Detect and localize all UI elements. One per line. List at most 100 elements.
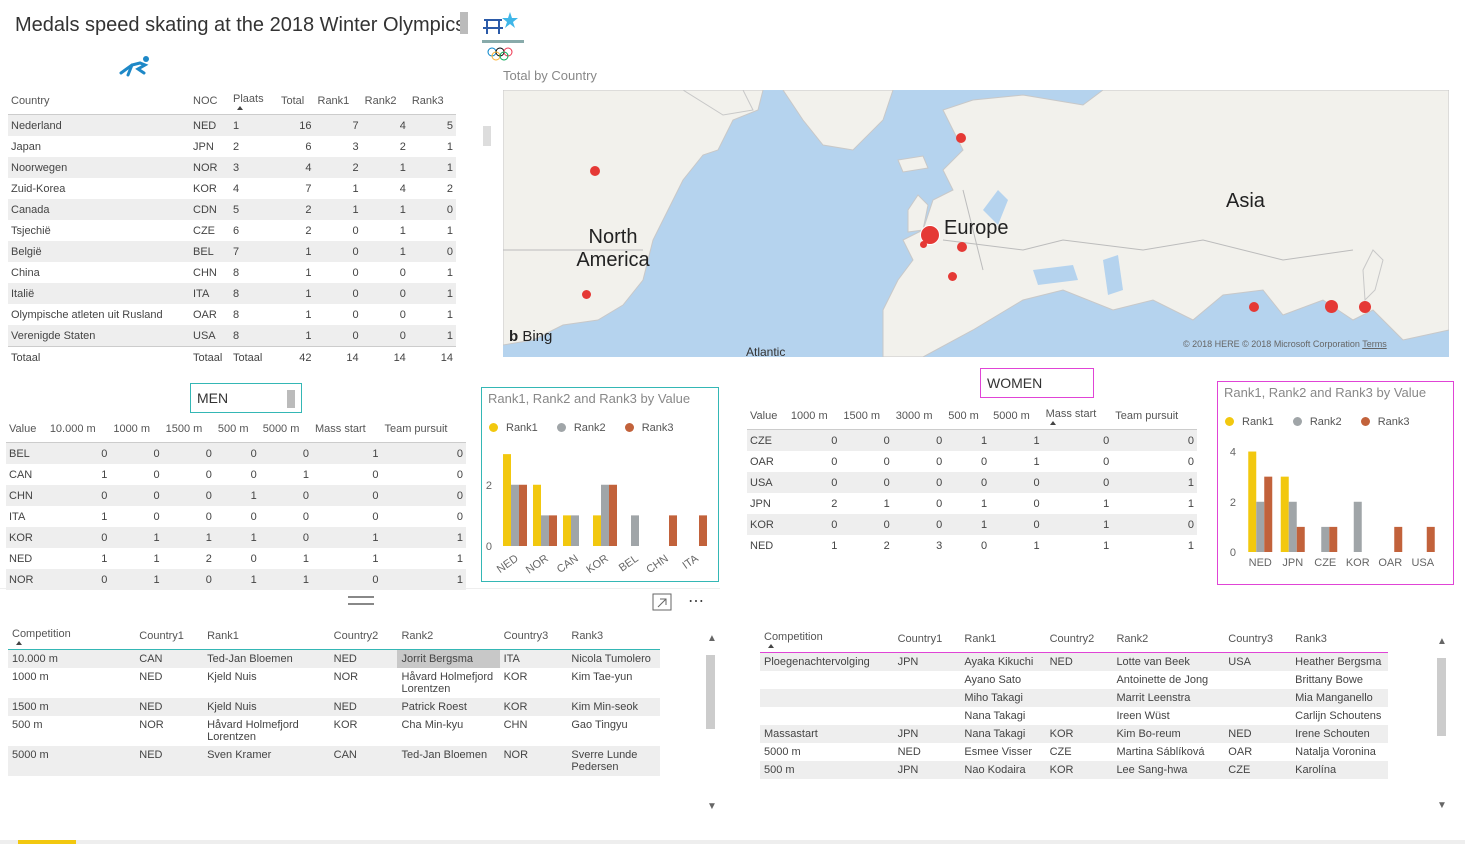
bar-rank3-oar[interactable] [1394,526,1403,552]
table-row[interactable]: 1000 m NED Kjeld Nuis NOR Håvard Holmefjord … [8,668,660,698]
medals-scrollbar[interactable] [483,126,491,146]
col-header[interactable]: Value [6,416,47,443]
col-header[interactable]: Competition [760,626,894,653]
col-header[interactable]: 500 m [214,416,260,443]
table-row[interactable]: BEL 0 0 0 0 0 1 0 [6,442,466,464]
col-header[interactable]: 1000 m [110,416,163,443]
table-row[interactable]: 10.000 m CAN Ted-Jan Bloemen NED Jorrit Berg… [8,649,660,668]
men-label-scrollbar[interactable] [287,390,295,408]
table-row[interactable]: 500 m JPN Nao Kodaira KOR Lee Sang-hwa CZE Kar… [760,761,1388,779]
table-row[interactable]: 5000 m NED Sven Kramer CAN Ted-Jan Bloemen NO… [8,746,660,776]
legend-rank1[interactable]: Rank1 [489,422,546,434]
men-chart-visual[interactable]: Rank1, Rank2 and Rank3 by Value Rank1 Ra… [481,387,719,582]
women-chart-visual[interactable]: Rank1, Rank2 and Rank3 by Value Rank1 Ra… [1217,381,1454,585]
bar-rank3-ita[interactable] [699,515,707,546]
bar-rank3-nor[interactable] [549,515,557,546]
bar-rank2-kor[interactable] [1353,501,1362,552]
legend-rank3[interactable]: Rank3 [624,422,682,434]
col-rank2[interactable]: Rank2 [361,88,409,115]
col-country[interactable]: Country [8,88,190,115]
bar-rank1-nor[interactable] [533,484,541,546]
map-bubble-canada[interactable] [590,166,600,176]
col-header[interactable]: Rank1 [964,633,997,645]
col-header[interactable]: Rank2 [1116,633,1149,645]
legend-rank2[interactable]: Rank2 [1292,416,1350,428]
bar-rank1-can[interactable] [563,515,571,546]
col-header[interactable]: Mass start [1042,403,1113,430]
bar-rank2-bel[interactable] [631,515,639,546]
table-row[interactable]: Nana Takagi Ireen Wüst Carlijn Schoutens [760,707,1388,725]
col-header[interactable]: 1000 m [787,403,841,430]
map-bubble-italy[interactable] [948,272,957,281]
bar-rank1-kor[interactable] [593,515,601,546]
col-header[interactable]: 10.000 m [46,416,111,443]
col-plaats[interactable]: Plaats [230,88,278,115]
table-row[interactable]: Ploegenachtervolging JPN Ayaka Kikuchi NED L… [760,652,1388,671]
table-row[interactable]: 1500 m NED Kjeld Nuis NED Patrick Roest KOR Ki… [8,698,660,716]
bar-rank1-jpn[interactable] [1280,476,1289,552]
focus-mode-icon[interactable] [652,593,672,611]
col-header[interactable]: Country2 [333,630,379,642]
table-row[interactable]: NED 1 2 3 0 1 1 1 [747,535,1197,556]
bar-rank2-kor[interactable] [601,484,609,546]
col-noc[interactable]: NOC [190,88,230,115]
country-map[interactable]: North America Europe Asia Atlantic b Bin… [503,90,1449,357]
bar-rank3-jpn[interactable] [1296,526,1305,552]
table-row[interactable]: CZE 0 0 0 1 1 0 0 [747,429,1197,451]
col-header[interactable]: 3000 m [892,403,946,430]
table-row[interactable]: OAR 0 0 0 0 1 0 0 [747,451,1197,472]
bar-rank2-can[interactable] [571,515,579,546]
table-row[interactable]: Verenigde Staten USA 8 1 0 0 1 [8,325,456,347]
table-row[interactable]: NED 1 1 2 0 1 1 1 [6,548,466,569]
table-row[interactable]: Japan JPN 2 6 3 2 1 [8,136,456,157]
col-total[interactable]: Total [278,88,315,115]
table-row[interactable]: Tsjechië CZE 6 2 0 1 1 [8,220,456,241]
map-bubble-belgium[interactable] [920,241,927,248]
scroll-down-icon[interactable]: ▼ [1437,800,1447,811]
legend-rank2[interactable]: Rank2 [556,422,614,434]
col-header[interactable]: Country3 [1228,633,1273,645]
table-row[interactable]: CHN 0 0 0 1 0 0 0 [6,485,466,506]
bar-rank1-ned[interactable] [1248,451,1257,552]
col-header[interactable]: Rank3 [571,630,604,642]
map-bubble-czech[interactable] [957,242,967,252]
bar-rank2-ned[interactable] [1256,501,1265,552]
bar-rank3-kor[interactable] [609,484,617,546]
map-bubble-usa[interactable] [582,290,591,299]
col-header[interactable]: 500 m [945,403,991,430]
map-terms-link[interactable]: Terms [1362,339,1387,349]
table-row[interactable]: JPN 2 1 0 1 0 1 1 [747,493,1197,514]
bar-rank3-ned[interactable] [1264,476,1273,552]
table-row[interactable]: USA 0 0 0 0 0 0 1 [747,472,1197,493]
legend-rank1[interactable]: Rank1 [1225,416,1282,428]
table-row[interactable]: Canada CDN 5 2 1 1 0 [8,199,456,220]
scroll-down-icon[interactable]: ▼ [707,801,717,812]
col-rank1[interactable]: Rank1 [314,88,362,115]
bar-rank2-jpn[interactable] [1288,501,1297,552]
bar-rank2-nor[interactable] [541,515,549,546]
bar-rank3-chn[interactable] [669,515,677,546]
col-header[interactable]: Mass start [312,416,382,443]
map-bubble-china[interactable] [1249,302,1259,312]
bar-rank2-ned[interactable] [511,484,519,546]
col-header[interactable]: 1500 m [840,403,893,430]
col-header[interactable]: Country1 [139,630,184,642]
col-header[interactable]: Rank2 [401,630,434,642]
bar-rank2-cze[interactable] [1321,526,1330,552]
table-row[interactable]: Olympische atleten uit Rusland OAR 8 1 0 0 1 [8,304,456,325]
map-bubble-japan[interactable] [1359,301,1371,313]
more-options-icon[interactable]: ⋯ [688,593,705,610]
map-bubble-norway[interactable] [956,133,966,143]
table-row[interactable]: KOR 0 0 0 1 0 1 0 [747,514,1197,535]
col-header[interactable]: Country2 [1049,633,1095,645]
scroll-up-icon[interactable]: ▲ [707,633,717,644]
women-competition-scrollbar[interactable] [1437,658,1446,736]
scroll-up-icon[interactable]: ▲ [1437,636,1447,647]
table-row[interactable]: CAN 1 0 0 0 1 0 0 [6,464,466,485]
bar-rank3-cze[interactable] [1329,526,1338,552]
page-tab-active[interactable] [18,840,76,844]
col-header[interactable]: Team pursuit [381,416,466,443]
map-bubble-korea[interactable] [1325,300,1338,313]
table-row[interactable]: Ayano Sato Antoinette de Jong Brittany Bow… [760,671,1388,689]
col-header[interactable]: Team pursuit [1112,403,1197,430]
